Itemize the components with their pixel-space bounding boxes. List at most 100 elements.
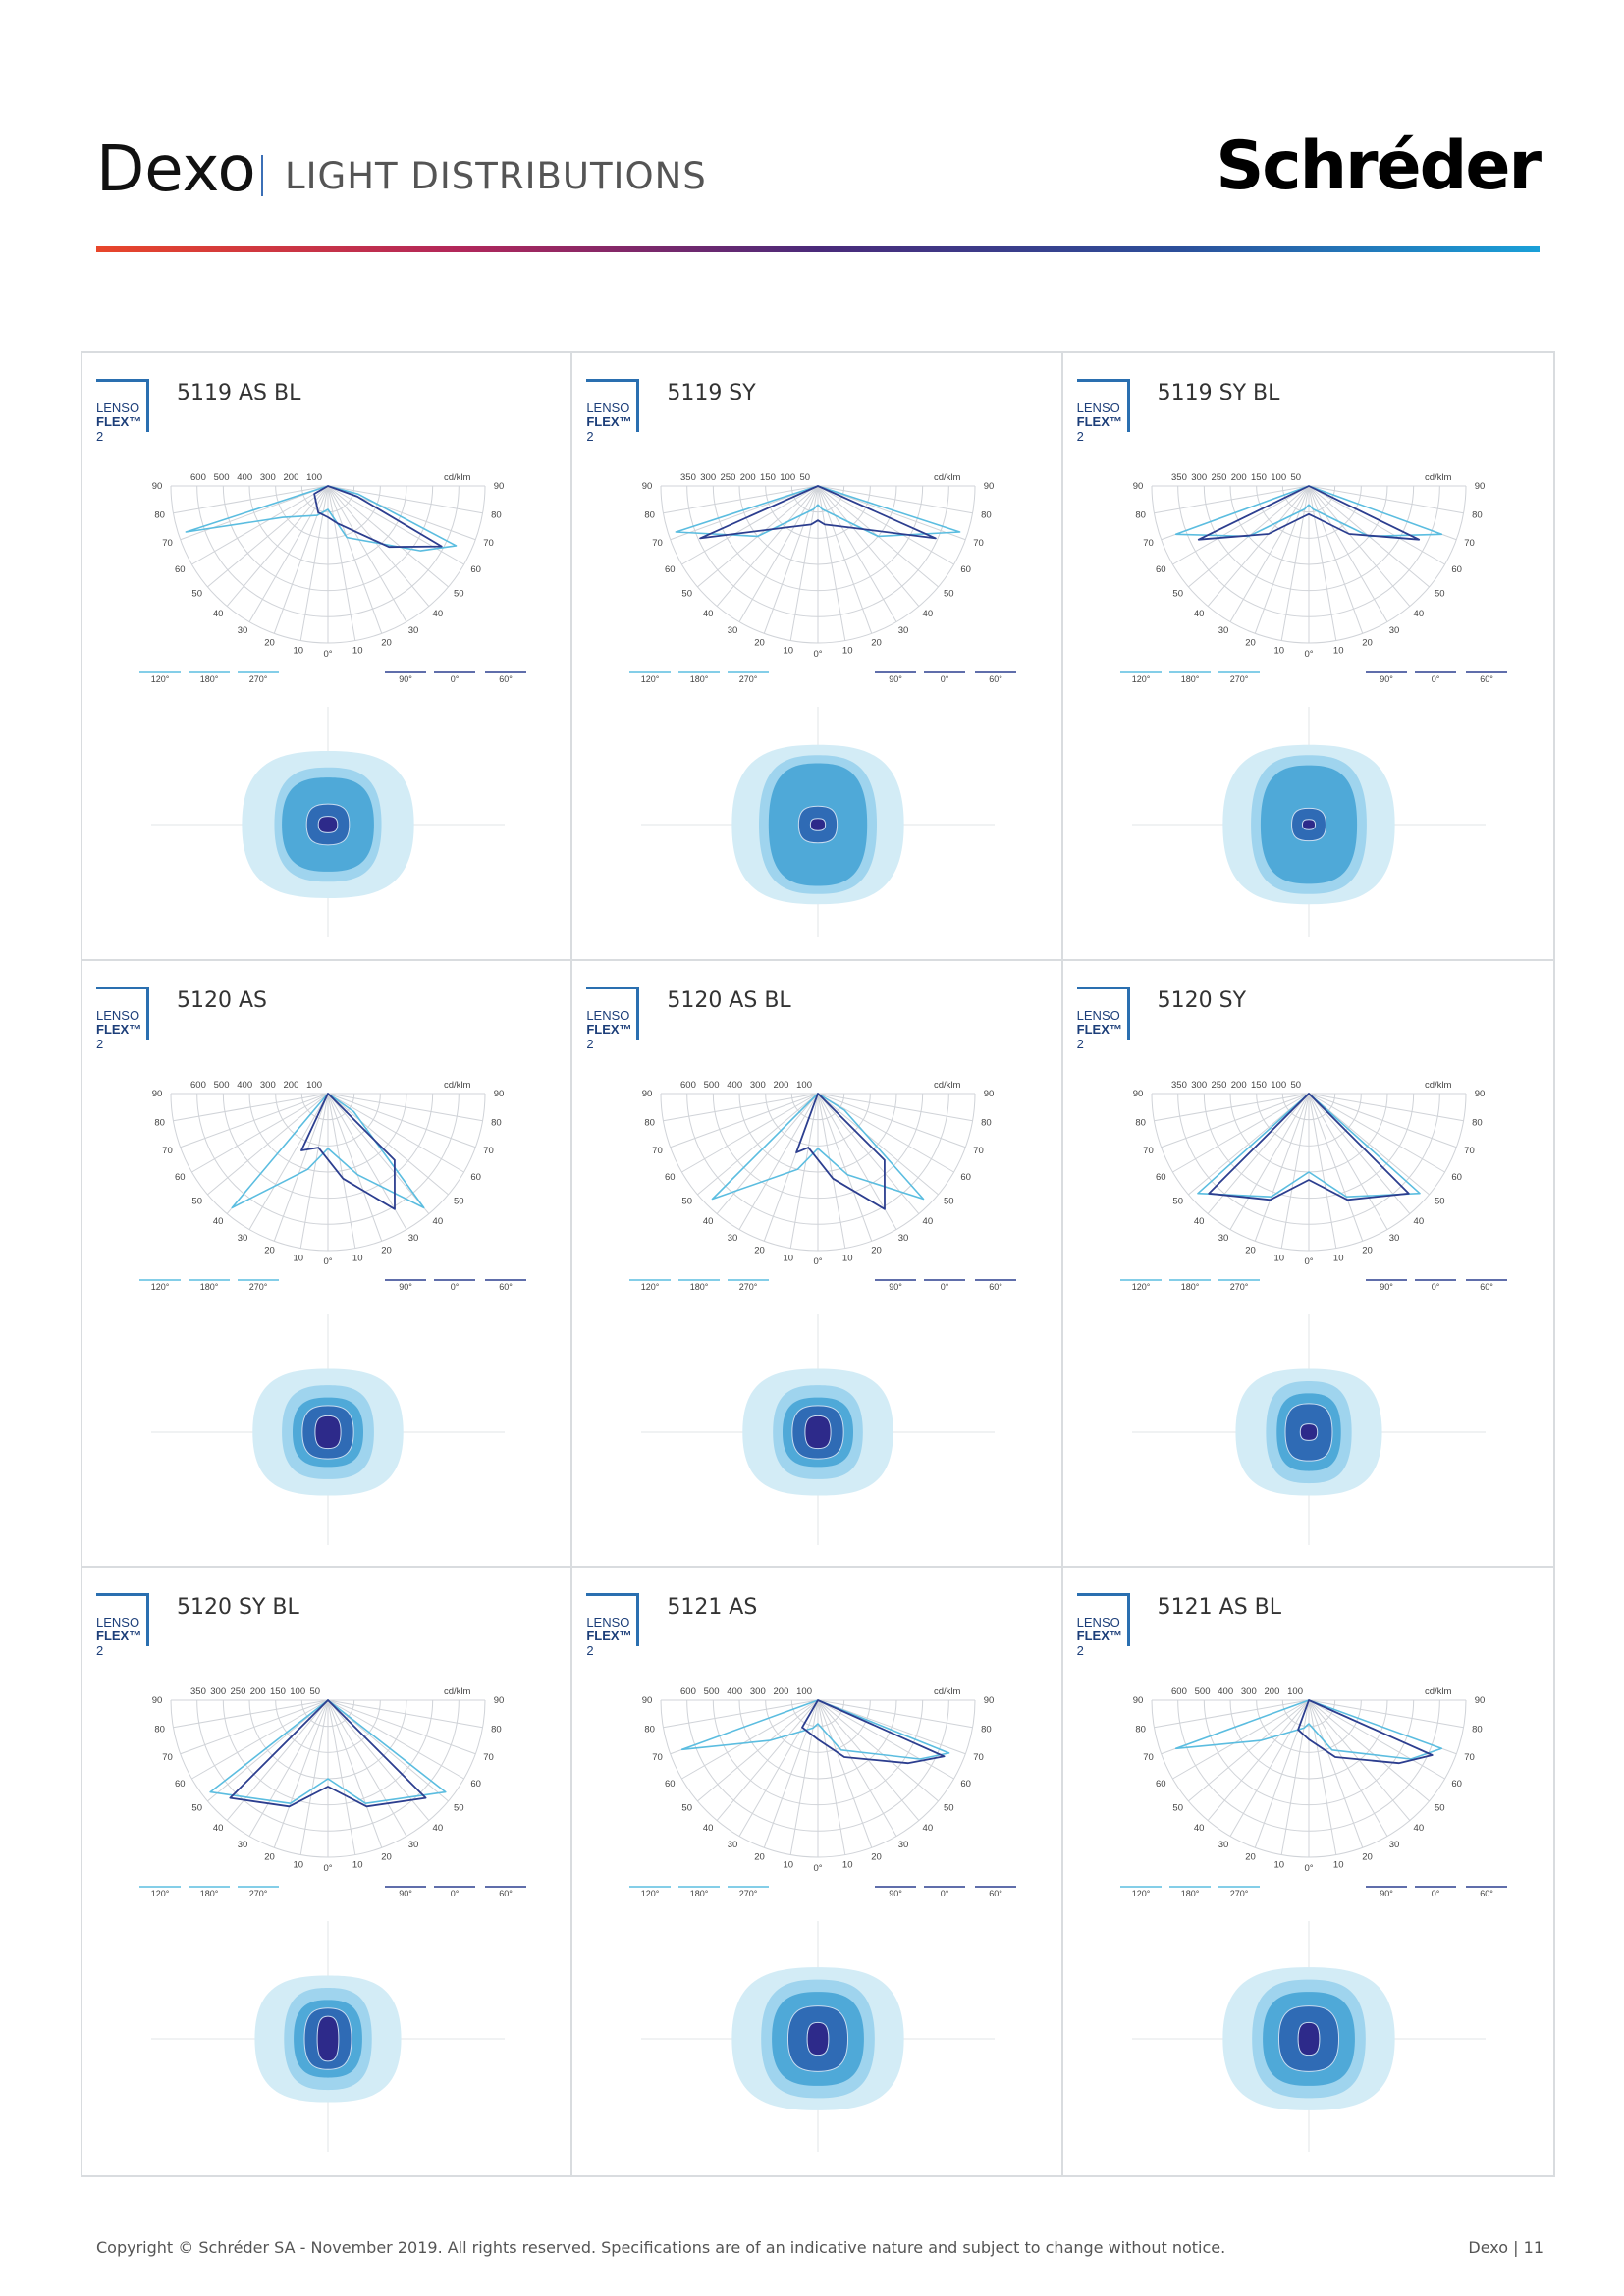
- polar-radial: [1308, 1093, 1336, 1249]
- polar-unit-label: cd/klm: [444, 472, 471, 483]
- polar-angle-label: 20: [1245, 1852, 1256, 1863]
- polar-angle-label: 40: [433, 1216, 444, 1227]
- lensoflex-logo: LENSO FLEX™ 2: [1076, 1593, 1132, 1658]
- polar-zero-label: 0°: [814, 1256, 823, 1267]
- polar-angle-label: 90: [152, 1695, 163, 1706]
- polar-angle-label: 40: [1194, 1216, 1205, 1227]
- legend-label: 120°: [1131, 1282, 1150, 1292]
- polar-angle-label: 10: [1333, 1253, 1344, 1263]
- polar-angle-label: 80: [491, 510, 502, 521]
- logo-flex-text: FLEX™ 2: [586, 1021, 632, 1051]
- polar-radial: [180, 1699, 329, 1755]
- polar-radial: [717, 1093, 819, 1214]
- polar-scale-label: 50: [310, 1686, 321, 1697]
- polar-unit-label: cd/klm: [934, 1080, 961, 1091]
- legend-label: 90°: [399, 1282, 412, 1292]
- polar-angle-label: 70: [974, 1146, 985, 1156]
- polar-angle-label: 50: [682, 588, 693, 599]
- polar-angle-label: 40: [213, 1216, 224, 1227]
- polar-angle-label: 90: [1132, 1089, 1143, 1099]
- legend-label: 0°: [1431, 1889, 1439, 1898]
- polar-radial: [1308, 485, 1464, 514]
- legend-label: 270°: [739, 674, 758, 684]
- polar-radial: [663, 1699, 819, 1729]
- logo-version: 2: [586, 429, 594, 444]
- polar-radial: [818, 485, 973, 514]
- polar-angle-label: 20: [1362, 1245, 1373, 1255]
- polar-scale-label: 200: [1264, 1686, 1279, 1697]
- legend-label: 60°: [1480, 1889, 1493, 1898]
- logo-frame: [1076, 379, 1130, 432]
- polar-radial: [1308, 485, 1363, 634]
- polar-zero-label: 0°: [323, 1863, 332, 1874]
- polar-scale-label: 100: [781, 472, 796, 483]
- polar-radial: [764, 1700, 819, 1848]
- polar-scale-label: 400: [237, 472, 252, 483]
- polar-scale-label: 100: [1287, 1686, 1303, 1697]
- polar-curve-light: [1174, 485, 1442, 538]
- logo-version: 2: [1076, 1643, 1084, 1659]
- logo-flex-text: FLEX™ 2: [586, 414, 632, 444]
- polar-diagram: 350 300 250 200 150 100 50 cd/klm 90 80 70 60 50 40 30…: [1119, 1080, 1507, 1292]
- polar-radial: [818, 1699, 973, 1729]
- lensoflex-logo: LENSO FLEX™ 2: [96, 986, 151, 1051]
- polar-curve-light: [675, 485, 961, 538]
- polar-radial: [818, 1699, 955, 1780]
- brand-logo: Schréder: [1216, 128, 1542, 205]
- logo-lenso-text: LENSO: [1076, 1615, 1120, 1630]
- logo-lenso-text: LENSO: [96, 400, 140, 415]
- polar-angle-label: 70: [1143, 1146, 1154, 1156]
- polar-angle-label: 20: [381, 1245, 392, 1255]
- polar-unit-label: cd/klm: [1425, 472, 1452, 483]
- polar-radial: [1308, 1093, 1410, 1214]
- polar-angle-label: 40: [923, 1216, 934, 1227]
- isolux-diagram: [641, 1313, 996, 1545]
- polar-scale-label: 100: [306, 1080, 322, 1091]
- polar-radial: [327, 1093, 383, 1242]
- gradient-rule: [96, 246, 1540, 252]
- legend-label: 0°: [941, 1889, 949, 1898]
- polar-radial: [818, 1093, 955, 1173]
- legend-label: 120°: [641, 674, 660, 684]
- polar-angle-label: 90: [1132, 481, 1143, 492]
- polar-angle-label: 70: [974, 538, 985, 549]
- polar-zero-label: 0°: [323, 649, 332, 660]
- polar-angle-label: 60: [470, 564, 481, 575]
- polar-radial: [299, 1093, 329, 1249]
- polar-radial: [327, 485, 356, 641]
- polar-scale-label: 150: [1251, 472, 1267, 483]
- polar-angle-label: 80: [1135, 510, 1146, 521]
- polar-radial: [327, 1700, 407, 1838]
- polar-angle-label: 50: [682, 1803, 693, 1814]
- isolux-contour: [1301, 819, 1316, 830]
- polar-angle-label: 80: [154, 1117, 165, 1128]
- polar-radial: [817, 485, 846, 641]
- distribution-name: 5120 AS BL: [667, 988, 791, 1013]
- polar-angle-label: 50: [1435, 588, 1445, 599]
- polar-radial: [818, 1699, 966, 1755]
- polar-radial: [1171, 485, 1309, 565]
- polar-radial: [327, 485, 407, 622]
- polar-angle-label: 30: [728, 1841, 738, 1851]
- logo-frame: [96, 379, 149, 432]
- isolux-contour: [804, 1415, 832, 1449]
- polar-angle-label: 40: [703, 1824, 714, 1835]
- polar-angle-label: 10: [842, 1253, 853, 1263]
- legend-label: 90°: [890, 674, 903, 684]
- polar-scale-label: 300: [210, 1686, 226, 1697]
- logo-flex-text: FLEX™ 2: [96, 1629, 142, 1659]
- polar-radial: [173, 1699, 329, 1729]
- polar-scale-label: 350: [1171, 1080, 1187, 1091]
- polar-angle-label: 70: [1464, 1752, 1475, 1763]
- polar-radial: [327, 1700, 356, 1855]
- polar-radial: [1308, 1700, 1388, 1838]
- polar-angle-label: 70: [974, 1752, 985, 1763]
- polar-angle-label: 80: [491, 1725, 502, 1735]
- polar-radial: [818, 485, 966, 541]
- polar-angle-label: 50: [1172, 588, 1183, 599]
- legend-label: 270°: [1229, 1889, 1248, 1898]
- polar-radial: [327, 1093, 464, 1173]
- polar-radial: [1187, 1699, 1309, 1802]
- polar-zero-label: 0°: [814, 649, 823, 660]
- polar-angle-label: 80: [154, 510, 165, 521]
